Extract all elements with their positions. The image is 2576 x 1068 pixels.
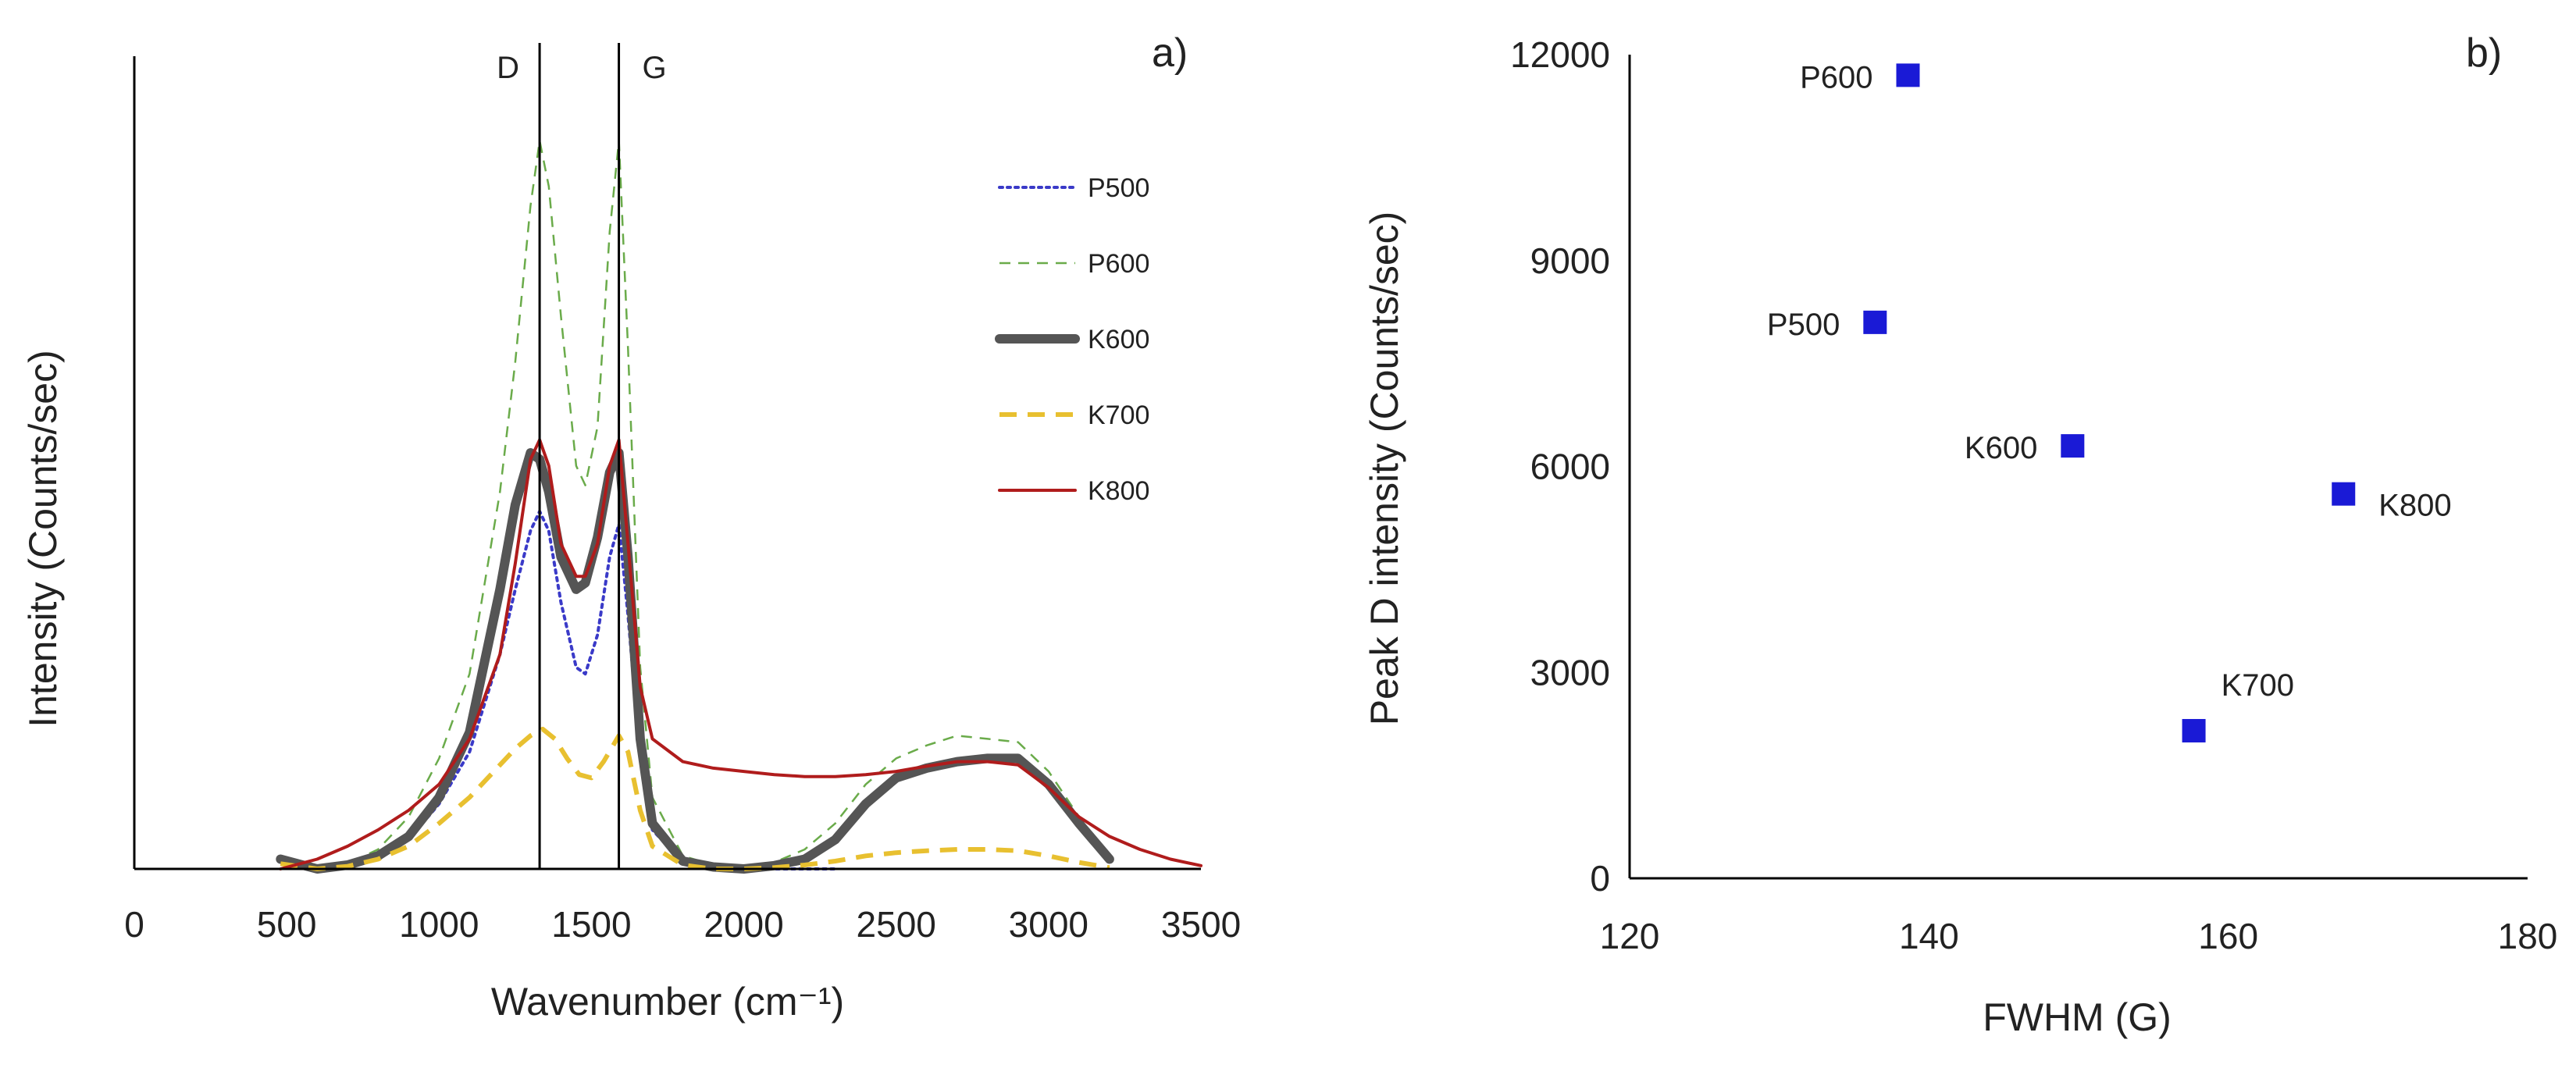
x-tick-labels: 0 500 1000 1500 2000 2500 3000 3500 bbox=[124, 904, 1241, 945]
y-tick-label-b: 12000 bbox=[1510, 34, 1610, 75]
x-tick-label: 3000 bbox=[1009, 904, 1088, 945]
x-tick-label: 2000 bbox=[704, 904, 783, 945]
legend-label-k600: K600 bbox=[1088, 325, 1149, 354]
peak-label-d: D bbox=[497, 51, 519, 85]
panel-b-label: b) bbox=[2466, 30, 2502, 76]
x-tick-label-b: 120 bbox=[1600, 916, 1660, 956]
data-point-label-p500: P500 bbox=[1767, 308, 1840, 342]
x-axis-title-b: FWHM (G) bbox=[1983, 995, 2172, 1039]
data-point-label-p600: P600 bbox=[1800, 60, 1872, 94]
data-point-k700 bbox=[2182, 718, 2206, 742]
x-tick-labels-b: 120 140 160 180 bbox=[1600, 916, 2558, 956]
x-tick-label-b: 140 bbox=[1899, 916, 1959, 956]
x-tick-label-b: 160 bbox=[2198, 916, 2258, 956]
data-point-label-k800: K800 bbox=[2378, 489, 2451, 523]
x-tick-label: 1000 bbox=[399, 904, 479, 945]
data-point-p600 bbox=[1896, 63, 1920, 87]
x-tick-label: 1500 bbox=[551, 904, 631, 945]
x-tick-label: 3500 bbox=[1161, 904, 1241, 945]
y-tick-label-b: 9000 bbox=[1530, 240, 1610, 281]
x-axis-title: Wavenumber (cm⁻¹) bbox=[491, 980, 844, 1024]
data-point-k800 bbox=[2332, 482, 2356, 506]
legend: P500 P600 K600 K700 K800 bbox=[995, 173, 1149, 506]
data-point-k600 bbox=[2061, 434, 2085, 458]
series-line-p600 bbox=[280, 140, 1110, 870]
series-line-k700 bbox=[280, 726, 1110, 871]
x-tick-label-b: 180 bbox=[2498, 916, 2558, 956]
y-axis-title-b: Peak D intensity (Counts/sec) bbox=[1363, 212, 1406, 726]
legend-label-k700: K700 bbox=[1088, 400, 1149, 430]
x-tick-label: 0 bbox=[124, 904, 144, 945]
x-tick-label: 2500 bbox=[857, 904, 936, 945]
scatter-points: P600 P500 K600 K800 K700 bbox=[1767, 60, 2452, 742]
data-point-label-k700: K700 bbox=[2221, 668, 2294, 703]
data-point-label-k600: K600 bbox=[1965, 431, 2037, 465]
legend-label-k800: K800 bbox=[1088, 476, 1149, 506]
peak-label-g: G bbox=[643, 51, 667, 85]
data-point-p500 bbox=[1863, 310, 1887, 334]
x-tick-label: 500 bbox=[257, 904, 317, 945]
y-tick-label-b: 6000 bbox=[1530, 447, 1610, 487]
series-line-k800 bbox=[279, 438, 1202, 870]
y-tick-label-b: 0 bbox=[1590, 858, 1610, 899]
y-axis-title: Intensity (Counts/sec) bbox=[21, 350, 65, 728]
panel-a-label: a) bbox=[1152, 30, 1188, 76]
spectra-curves bbox=[276, 140, 1202, 874]
y-tick-label-b: 3000 bbox=[1530, 652, 1610, 692]
legend-label-p600: P600 bbox=[1088, 249, 1149, 279]
series-line-k600 bbox=[276, 448, 1114, 874]
series-line-p500 bbox=[279, 510, 837, 870]
y-tick-labels-b: 0 3000 6000 9000 12000 bbox=[1510, 34, 1610, 899]
legend-label-p500: P500 bbox=[1088, 173, 1149, 203]
